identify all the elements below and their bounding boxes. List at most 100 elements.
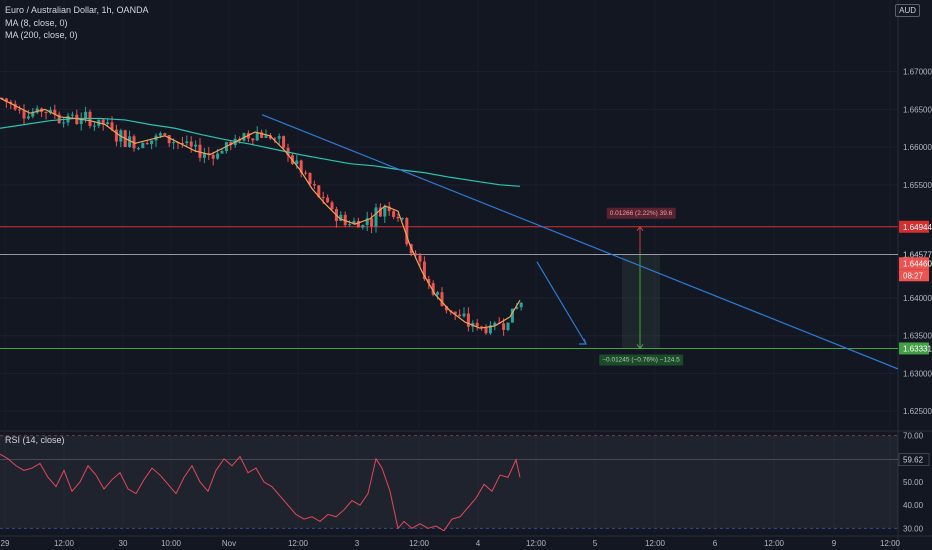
ma8-legend: MA (8, close, 0) [5, 18, 68, 28]
currency-badge[interactable]: AUD [895, 4, 920, 17]
candle-body [502, 323, 506, 330]
time-tick-label: 10:00 [161, 539, 182, 548]
price-tick-label: 1.66000 [903, 143, 932, 152]
candle-body [9, 101, 13, 104]
measure-top-label: 0.01266 (2.22%) 39.6 [610, 210, 673, 217]
candle-body [378, 207, 382, 217]
last-price-badge: 1.64460 [903, 259, 932, 268]
candle-body [453, 311, 457, 315]
candle-body [260, 132, 264, 138]
candle-body [488, 325, 492, 334]
price-tick-label: 1.63500 [903, 332, 932, 341]
candle-body [22, 110, 26, 119]
rsi-band [0, 435, 898, 529]
measure-label-bg [606, 207, 676, 219]
candle-body [510, 308, 514, 323]
candle-body [185, 141, 189, 144]
candle-body [330, 202, 334, 210]
price-tick-label: 1.63000 [903, 369, 932, 378]
candle-body [392, 211, 396, 217]
candle-body [202, 153, 206, 158]
time-tick-label: 6 [713, 539, 718, 548]
time-tick-label: 9 [832, 539, 837, 548]
candle-body [321, 196, 325, 198]
candle-body [484, 327, 488, 334]
candle-body [356, 220, 360, 228]
support-price-badge: 1.63331 [903, 344, 932, 353]
candle-body [75, 114, 79, 125]
support-price-badge-bg [899, 342, 929, 355]
candle-body [466, 313, 470, 327]
candle-body [383, 206, 387, 217]
candle-body [18, 109, 22, 111]
time-tick-label: 29 [1, 539, 10, 548]
candle-body [312, 184, 316, 186]
last-price-badge-bg [899, 257, 929, 270]
candle-body [251, 138, 255, 141]
candle-body [308, 173, 312, 185]
time-tick-label: 4 [476, 539, 481, 548]
candle-body [264, 135, 268, 138]
candle-body [326, 197, 330, 203]
candle-body [211, 155, 215, 159]
rsi-tick-label: 30.00 [903, 524, 924, 533]
candle-body [387, 206, 391, 212]
candle-body [506, 322, 510, 330]
time-tick-label: 12:00 [645, 539, 666, 548]
time-tick-label: 12:00 [764, 539, 785, 548]
measure-label-bg [599, 354, 684, 366]
resistance-price-badge-bg [899, 220, 929, 233]
candle-body [158, 133, 162, 136]
time-tick-label: 12:00 [526, 539, 547, 548]
candle-body [352, 220, 356, 225]
projection-arrow [536, 261, 587, 345]
candle-body [295, 160, 299, 164]
candle-body [13, 103, 17, 110]
time-tick-label: 12:00 [54, 539, 75, 548]
rsi-current-badge: 59.62 [903, 456, 924, 465]
time-tick-label: 12:00 [409, 539, 430, 548]
candle-body [444, 306, 448, 311]
candle-body [167, 135, 171, 144]
candle-body [418, 255, 422, 262]
candle-body [141, 143, 145, 149]
candle-body [405, 218, 409, 245]
candle-body [220, 150, 224, 154]
symbol-title: Euro / Australian Dollar, 1h, OANDA [5, 5, 149, 15]
candle-body [436, 292, 440, 295]
candle-body [440, 292, 444, 307]
price-tick-label: 1.67000 [903, 68, 932, 77]
candle-body [216, 153, 220, 159]
time-tick-label: 12:00 [288, 539, 309, 548]
candle-body [400, 218, 404, 220]
ma200-legend: MA (200, close, 0) [5, 30, 78, 40]
candle-body [110, 122, 114, 130]
candle-body [519, 302, 523, 308]
candle-body [273, 138, 277, 140]
ma8-line [0, 97, 521, 329]
time-tick-label: 3 [355, 539, 360, 548]
candle-body [282, 136, 286, 148]
resistance-price-badge: 1.64944 [903, 223, 932, 232]
rsi-title: RSI (14, close) [5, 435, 65, 445]
price-tick-label: 1.62500 [903, 407, 932, 416]
price-tick-label: 1.66500 [903, 105, 932, 114]
candle-body [57, 114, 61, 124]
candle-body [361, 225, 365, 228]
candle-body [70, 114, 74, 116]
candle-body [374, 207, 378, 227]
candle-body [180, 143, 184, 145]
candle-body [136, 148, 140, 150]
candle-body [194, 144, 198, 147]
measure-box [622, 254, 660, 349]
candle-body [458, 314, 462, 317]
candle-body [339, 214, 343, 222]
candle-body [255, 132, 259, 141]
candle-body [304, 172, 308, 174]
candle-body [370, 218, 374, 227]
candle-body [150, 140, 154, 145]
candle-body [62, 122, 66, 124]
candle-body [431, 283, 435, 295]
candle-body [106, 122, 110, 124]
